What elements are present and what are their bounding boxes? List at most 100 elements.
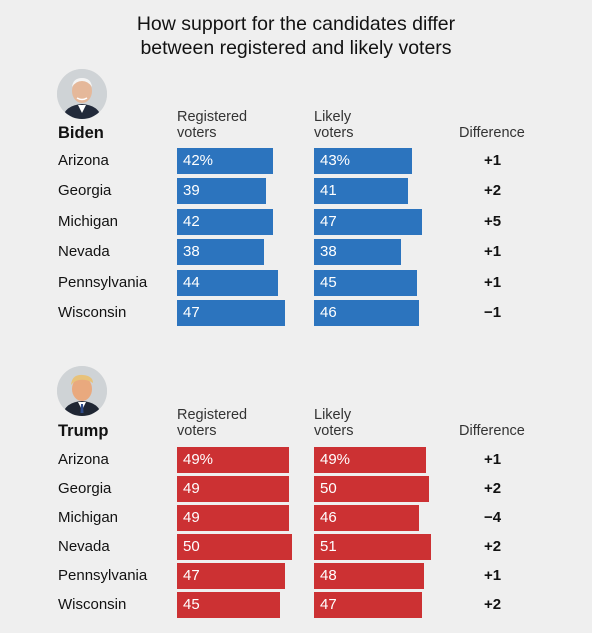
state-row: Arizona 49% 49% +1 xyxy=(0,447,592,473)
difference-value: +2 xyxy=(484,480,502,497)
registered-voters-header: Registered voters xyxy=(177,109,247,141)
chart-title-line-2: between registered and likely voters xyxy=(140,37,452,59)
likely-voters-bar: 43% xyxy=(314,148,412,174)
registered-voters-bar: 47 xyxy=(177,563,285,589)
state-row: Pennsylvania 47 48 +1 xyxy=(0,563,592,589)
likely-value-label: 43% xyxy=(320,152,351,169)
candidate-name: Biden xyxy=(58,124,104,142)
likely-voters-header: Likely voters xyxy=(314,407,354,439)
difference-header: Difference xyxy=(459,423,525,439)
state-row: Wisconsin 45 47 +2 xyxy=(0,592,592,618)
likely-voters-bar: 45 xyxy=(314,269,417,296)
state-row: Pennsylvania 44 45 +1 xyxy=(0,269,592,296)
difference-value: +1 xyxy=(484,451,502,468)
registered-value-label: 49 xyxy=(183,509,200,526)
likely-value-label: 48 xyxy=(320,567,337,584)
state-row: Nevada 38 38 +1 xyxy=(0,239,592,266)
chart-title-line-1: How support for the candidates differ xyxy=(136,13,456,35)
chart-title: How support for the candidates differ be… xyxy=(0,12,592,60)
registered-voters-bar: 49 xyxy=(177,476,289,502)
trump-portrait-icon xyxy=(57,366,107,416)
difference-header: Difference xyxy=(459,125,525,141)
registered-value-label: 47 xyxy=(183,567,200,584)
likely-value-label: 46 xyxy=(320,304,337,321)
difference-value: +2 xyxy=(484,538,502,555)
registered-voters-bar: 50 xyxy=(177,534,292,560)
state-label: Georgia xyxy=(58,182,112,200)
likely-voters-bar: 38 xyxy=(314,239,401,266)
registered-voters-bar: 39 xyxy=(177,178,266,205)
registered-value-label: 45 xyxy=(183,596,200,613)
difference-value: +1 xyxy=(484,152,502,169)
likely-voters-bar: 47 xyxy=(314,208,422,235)
likely-header-line-1: Likely xyxy=(314,407,352,423)
state-label: Nevada xyxy=(58,243,110,261)
state-label: Arizona xyxy=(58,152,109,169)
difference-value: +2 xyxy=(484,596,502,613)
difference-value: +1 xyxy=(484,273,502,291)
difference-value: +1 xyxy=(484,243,502,261)
state-label: Pennsylvania xyxy=(58,273,148,291)
state-row: Michigan 49 46 −4 xyxy=(0,505,592,531)
state-label: Michigan xyxy=(58,509,119,526)
likely-value-label: 50 xyxy=(320,480,337,497)
state-label: Arizona xyxy=(58,451,109,468)
registered-value-label: 49 xyxy=(183,480,200,497)
registered-voters-bar: 47 xyxy=(177,300,285,326)
difference-value: −4 xyxy=(484,509,502,526)
state-row: Nevada 50 51 +2 xyxy=(0,534,592,560)
likely-voters-bar: 50 xyxy=(314,476,429,502)
biden-portrait-icon xyxy=(57,69,107,119)
likely-voters-bar: 46 xyxy=(314,300,419,326)
registered-voters-bar: 45 xyxy=(177,592,280,618)
state-label: Nevada xyxy=(58,538,110,555)
likely-voters-bar: 49% xyxy=(314,447,426,473)
registered-voters-bar: 42 xyxy=(177,208,273,235)
registered-value-label: 39 xyxy=(183,182,200,200)
likely-value-label: 47 xyxy=(320,212,337,230)
registered-voters-bar: 44 xyxy=(177,269,278,296)
state-label: Pennsylvania xyxy=(58,567,148,584)
likely-value-label: 51 xyxy=(320,538,337,555)
registered-header-line-2: voters xyxy=(177,125,217,141)
registered-voters-bar: 42% xyxy=(177,148,273,174)
likely-value-label: 46 xyxy=(320,509,337,526)
state-row: Wisconsin 47 46 −1 xyxy=(0,300,592,326)
state-row: Arizona 42% 43% +1 xyxy=(0,148,592,174)
registered-voters-bar: 49% xyxy=(177,447,289,473)
state-row: Georgia 49 50 +2 xyxy=(0,476,592,502)
likely-voters-bar: 51 xyxy=(314,534,431,560)
likely-voters-bar: 47 xyxy=(314,592,422,618)
registered-value-label: 38 xyxy=(183,243,200,261)
registered-value-label: 49% xyxy=(183,451,214,468)
state-label: Georgia xyxy=(58,480,112,497)
registered-value-label: 42% xyxy=(183,152,214,169)
candidate-name: Trump xyxy=(58,422,109,440)
registered-header-line-2: voters xyxy=(177,423,217,439)
state-label: Michigan xyxy=(58,212,119,230)
registered-voters-bar: 49 xyxy=(177,505,289,531)
registered-header-line-1: Registered xyxy=(177,109,248,125)
difference-value: +2 xyxy=(484,182,502,200)
difference-value: +1 xyxy=(484,567,502,584)
state-row: Michigan 42 47 +5 xyxy=(0,208,592,235)
likely-voters-bar: 46 xyxy=(314,505,419,531)
difference-value: +5 xyxy=(484,212,502,230)
likely-value-label: 45 xyxy=(320,273,337,291)
likely-value-label: 47 xyxy=(320,596,337,613)
likely-header-line-1: Likely xyxy=(314,109,352,125)
registered-value-label: 44 xyxy=(183,273,200,291)
state-row: Georgia 39 41 +2 xyxy=(0,178,592,205)
registered-voters-header: Registered voters xyxy=(177,407,247,439)
registered-value-label: 50 xyxy=(183,538,200,555)
registered-voters-bar: 38 xyxy=(177,239,264,266)
registered-value-label: 47 xyxy=(183,304,200,321)
likely-value-label: 38 xyxy=(320,243,337,261)
likely-header-line-2: voters xyxy=(314,125,354,141)
likely-voters-header: Likely voters xyxy=(314,109,354,141)
likely-value-label: 41 xyxy=(320,182,337,200)
likely-header-line-2: voters xyxy=(314,423,354,439)
registered-header-line-1: Registered xyxy=(177,407,248,423)
likely-voters-bar: 41 xyxy=(314,178,408,205)
registered-value-label: 42 xyxy=(183,212,200,230)
